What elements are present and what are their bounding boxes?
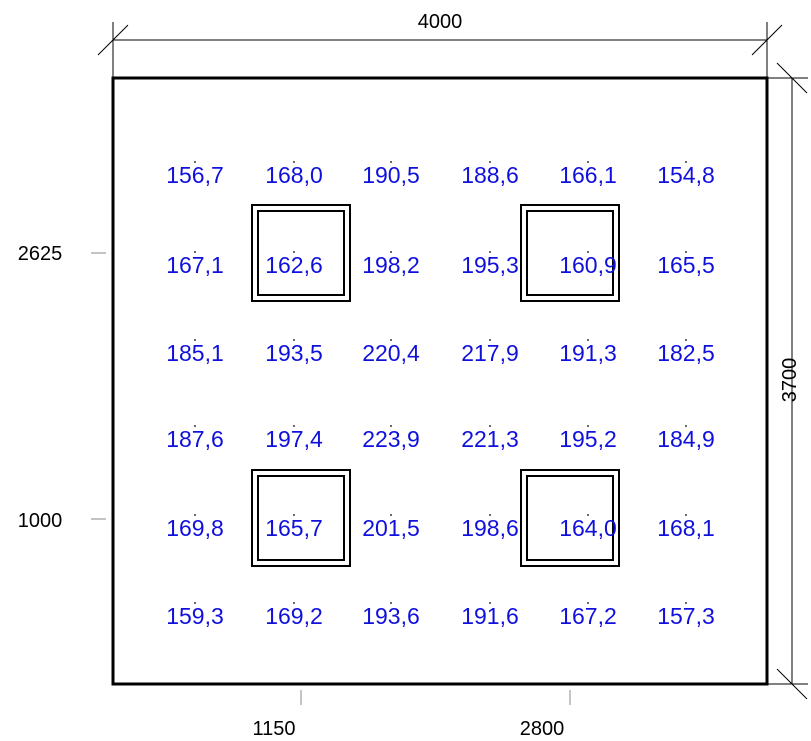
grid-point [587, 161, 589, 163]
slab-outline [111, 76, 769, 686]
grid-value: 164,0 [559, 515, 617, 541]
grid-point [587, 514, 589, 516]
grid-value: 198,6 [461, 515, 519, 541]
grid-point [587, 251, 589, 253]
grid-value: 160,9 [559, 252, 617, 278]
height-dimension-label: 3700 [779, 358, 801, 403]
grid-point [685, 251, 687, 253]
grid-point [587, 602, 589, 604]
bottom-dimension-right: 2800 [520, 718, 565, 740]
grid-point [390, 251, 392, 253]
grid-value: 198,2 [362, 252, 420, 278]
column-bottom-left [251, 469, 351, 567]
grid-value: 197,4 [265, 426, 323, 452]
grid-value: 188,6 [461, 162, 519, 188]
column-top-left [251, 204, 351, 302]
grid-point [489, 251, 491, 253]
grid-point [489, 161, 491, 163]
grid-point [390, 339, 392, 341]
grid-value: 156,7 [166, 162, 224, 188]
grid-point [685, 425, 687, 427]
value-grid: 156,7 168,0 190,5 188,6 166,1 154,8 167,1 162,6… [166, 161, 715, 629]
left-dimension-bottom: 1000 [18, 510, 63, 532]
grid-point [489, 514, 491, 516]
left-dimension-top: 2625 [18, 243, 63, 265]
grid-value: 159,3 [166, 603, 224, 629]
grid-value: 185,1 [166, 340, 224, 366]
grid-point [194, 514, 196, 516]
grid-point [587, 425, 589, 427]
grid-value: 165,5 [657, 252, 715, 278]
grid-value: 223,9 [362, 426, 420, 452]
grid-value: 191,6 [461, 603, 519, 629]
grid-point [293, 251, 295, 253]
grid-value: 169,2 [265, 603, 323, 629]
grid-value: 167,2 [559, 603, 617, 629]
grid-point [194, 251, 196, 253]
width-dimension-label: 4000 [418, 11, 463, 33]
grid-value: 165,7 [265, 515, 323, 541]
grid-value: 220,4 [362, 340, 420, 366]
grid-value: 190,5 [362, 162, 420, 188]
grid-value: 187,6 [166, 426, 224, 452]
grid-point [293, 602, 295, 604]
top-dimension: 4000 [97, 11, 783, 78]
grid-value: 167,1 [166, 252, 224, 278]
grid-point [293, 425, 295, 427]
grid-value: 184,9 [657, 426, 715, 452]
grid-point [489, 425, 491, 427]
grid-value: 168,1 [657, 515, 715, 541]
bottom-dimension-left: 1150 [252, 718, 295, 740]
grid-point [390, 602, 392, 604]
grid-point [293, 514, 295, 516]
grid-point [293, 339, 295, 341]
column-top-right [520, 204, 620, 302]
grid-point [685, 514, 687, 516]
grid-point [489, 602, 491, 604]
grid-value: 162,6 [265, 252, 323, 278]
grid-value: 182,5 [657, 340, 715, 366]
grid-value: 157,3 [657, 603, 715, 629]
grid-point [390, 514, 392, 516]
grid-value: 201,5 [362, 515, 420, 541]
grid-point [194, 161, 196, 163]
right-dimension: 3700 [767, 62, 808, 700]
grid-point [685, 602, 687, 604]
grid-value: 221,3 [461, 426, 519, 452]
grid-value: 154,8 [657, 162, 715, 188]
grid-value: 195,2 [559, 426, 617, 452]
grid-value: 193,6 [362, 603, 420, 629]
grid-value: 166,1 [559, 162, 617, 188]
grid-value: 169,8 [166, 515, 224, 541]
grid-point [587, 339, 589, 341]
grid-point [194, 425, 196, 427]
column-bottom-right [520, 469, 620, 567]
grid-point [685, 161, 687, 163]
grid-point [293, 161, 295, 163]
grid-point [194, 602, 196, 604]
grid-value: 168,0 [265, 162, 323, 188]
grid-point [194, 339, 196, 341]
grid-point [390, 425, 392, 427]
grid-value: 193,5 [265, 340, 323, 366]
grid-value: 217,9 [461, 340, 519, 366]
grid-value: 195,3 [461, 252, 519, 278]
grid-point [685, 339, 687, 341]
grid-point [489, 339, 491, 341]
grid-value: 191,3 [559, 340, 617, 366]
grid-point [390, 161, 392, 163]
